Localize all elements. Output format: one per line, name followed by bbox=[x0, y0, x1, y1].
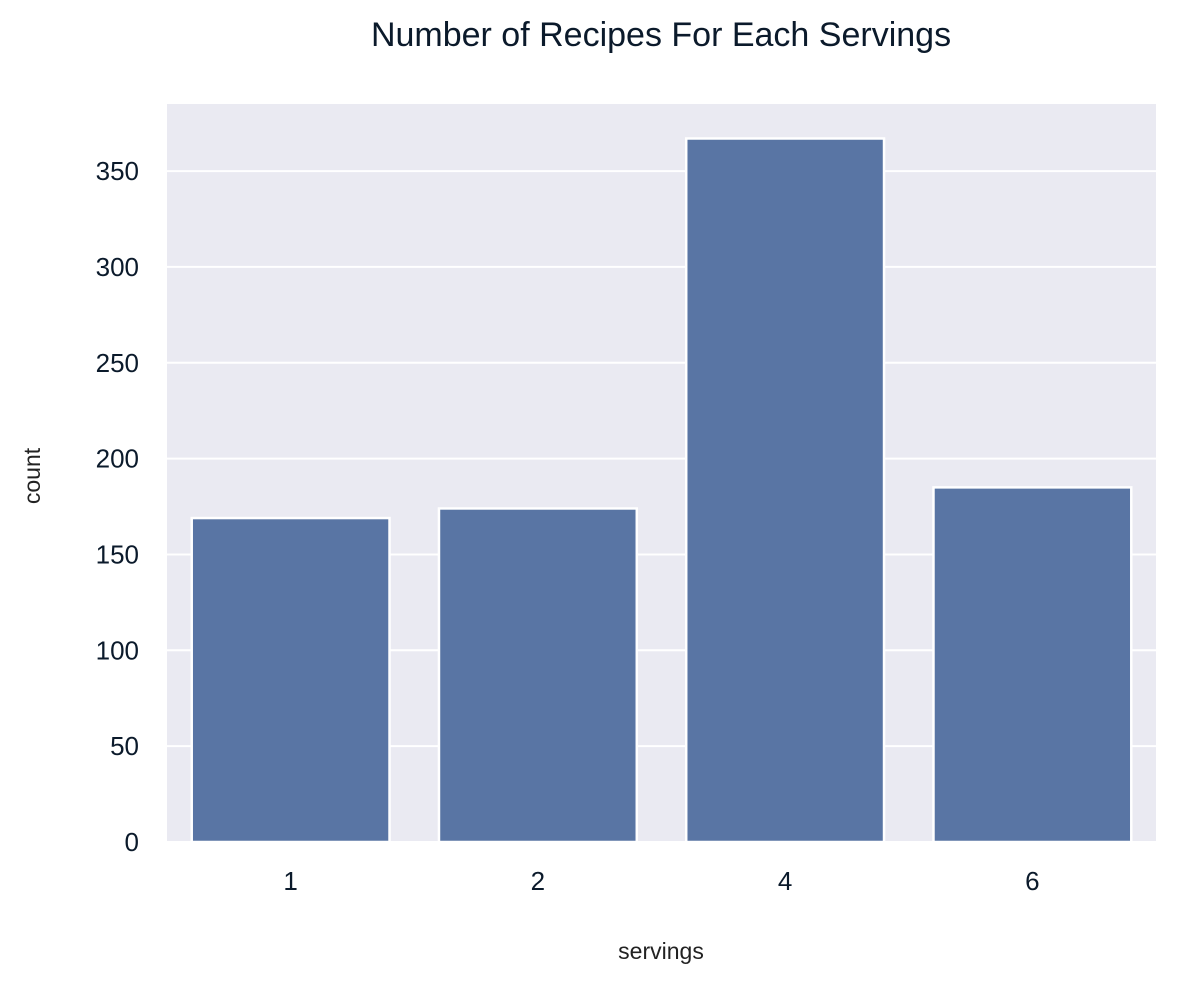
y-tick-label: 350 bbox=[96, 156, 139, 186]
bar-6 bbox=[932, 486, 1133, 844]
y-tick-label: 100 bbox=[96, 635, 139, 665]
y-tick-label: 300 bbox=[96, 252, 139, 282]
y-tick-label: 250 bbox=[96, 348, 139, 378]
x-tick-label: 4 bbox=[778, 866, 792, 896]
y-tick-label: 50 bbox=[110, 731, 139, 761]
y-tick-label: 0 bbox=[125, 827, 139, 857]
bars bbox=[190, 137, 1133, 844]
y-axis-ticks: 0 50 100 150 200 250 300 350 bbox=[96, 156, 139, 857]
y-tick-label: 200 bbox=[96, 444, 139, 474]
y-tick-label: 150 bbox=[96, 539, 139, 569]
x-axis-ticks: 1 2 4 6 bbox=[283, 866, 1039, 896]
x-axis-label: servings bbox=[618, 938, 704, 964]
chart-title: Number of Recipes For Each Servings bbox=[371, 16, 951, 54]
bar-1 bbox=[190, 516, 391, 844]
x-tick-label: 1 bbox=[283, 866, 297, 896]
bar-4 bbox=[684, 137, 886, 844]
y-axis-label: count bbox=[19, 447, 45, 504]
x-tick-label: 6 bbox=[1025, 866, 1039, 896]
bar-2 bbox=[437, 507, 639, 844]
x-tick-label: 2 bbox=[531, 866, 545, 896]
